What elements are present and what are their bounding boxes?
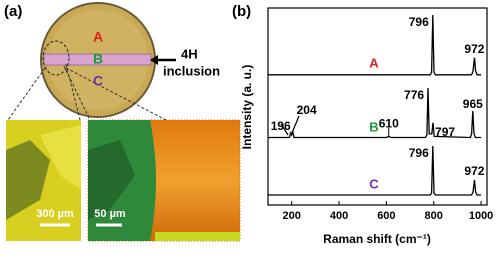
- panel-label: (b): [232, 3, 251, 20]
- peak-label: 610: [379, 117, 399, 131]
- series-label: B: [369, 119, 378, 134]
- zoom-line: [65, 67, 167, 121]
- micrograph-region: [88, 140, 135, 220]
- region-label: C: [93, 73, 103, 89]
- spectrum: [268, 145, 482, 196]
- peak-label: 796: [409, 146, 429, 160]
- arrow-label: inclusion: [163, 63, 220, 78]
- micrograph-region: [40, 125, 81, 190]
- arrow-label: 4H: [181, 46, 198, 61]
- x-tick-label: 800: [425, 210, 443, 222]
- peak-pointer: [291, 115, 300, 134]
- peak-label: 797: [435, 125, 455, 139]
- zoom-line: [7, 67, 46, 121]
- peak-label: 776: [404, 88, 424, 102]
- peak-label: 972: [464, 42, 484, 56]
- scale-label: 50 µm: [94, 208, 126, 220]
- peak-label: 796: [409, 15, 429, 29]
- arrow-head: [150, 55, 158, 65]
- peak-pointer: [280, 123, 289, 136]
- panel-label: (a): [4, 3, 22, 20]
- peak-label: 965: [463, 97, 483, 111]
- x-tick-label: 200: [282, 210, 300, 222]
- scale-label: 300 µm: [36, 208, 74, 220]
- micrograph-region: [6, 140, 50, 220]
- region-label: B: [93, 51, 103, 67]
- zoom-region: [42, 40, 70, 76]
- x-tick-label: 600: [377, 210, 395, 222]
- y-axis-label: Intensity (a. u.): [240, 65, 254, 150]
- series-label: C: [369, 176, 379, 191]
- x-axis-label: Raman shift (cm⁻¹): [323, 232, 431, 246]
- micrograph-region: [155, 232, 240, 241]
- peak-label: 204: [297, 103, 317, 117]
- spectrum: [268, 14, 482, 76]
- plot-frame: [267, 7, 488, 206]
- series-label: A: [369, 55, 379, 70]
- region-label: A: [93, 29, 103, 45]
- peak-label: 196: [271, 119, 291, 133]
- peak-label: 972: [464, 164, 484, 178]
- x-tick-label: 400: [330, 210, 348, 222]
- x-tick-label: 1000: [469, 210, 493, 222]
